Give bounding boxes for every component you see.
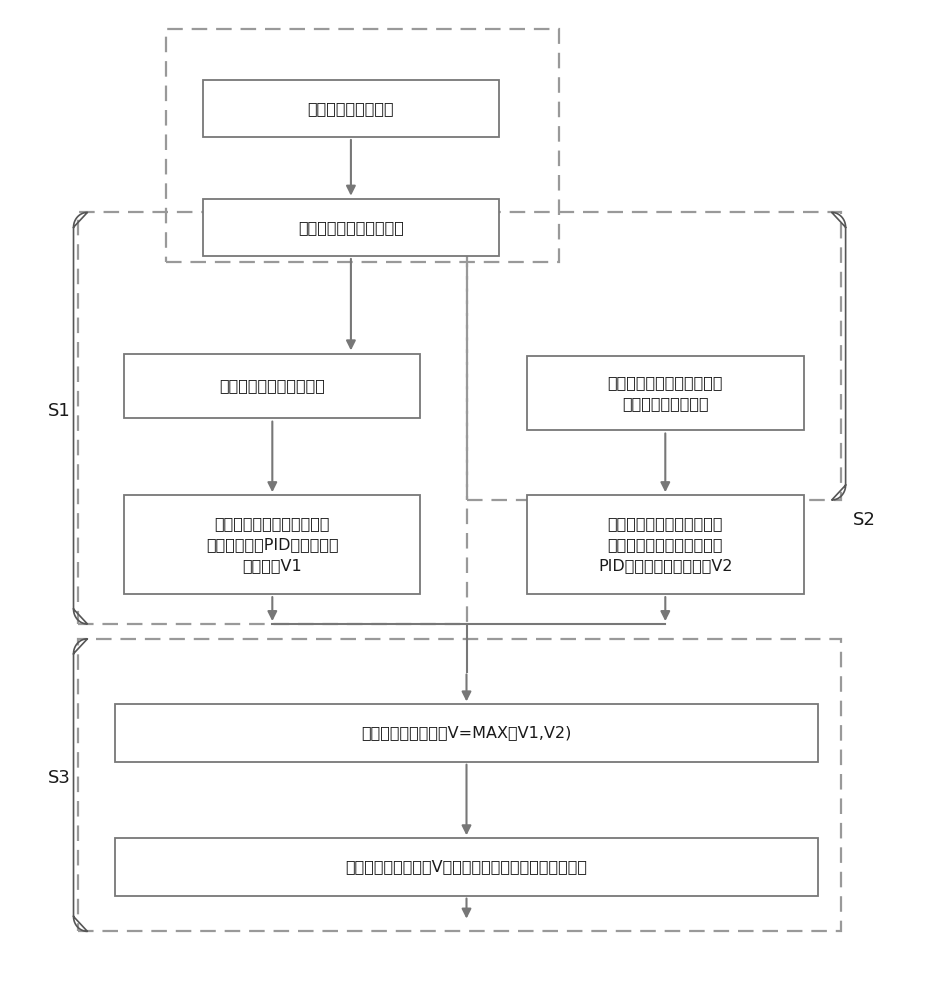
Bar bbox=[115, 704, 818, 762]
Bar bbox=[203, 80, 499, 137]
Bar bbox=[124, 495, 420, 594]
Text: 最终目标压缩机转速V进行缓升缓降后输出到电动压缩机: 最终目标压缩机转速V进行缓升缓降后输出到电动压缩机 bbox=[345, 859, 588, 874]
Bar bbox=[78, 212, 466, 624]
Text: 查表得出目标蒸发器温度: 查表得出目标蒸发器温度 bbox=[298, 220, 404, 235]
Text: 根据蒸发器温度与目标蒸发
器温度的差值PID输出目标压
缩机转速V1: 根据蒸发器温度与目标蒸发 器温度的差值PID输出目标压 缩机转速V1 bbox=[206, 516, 339, 573]
Text: 查表得出目标蒸发器温度: 查表得出目标蒸发器温度 bbox=[219, 378, 326, 393]
Bar bbox=[166, 29, 559, 262]
Text: S3: S3 bbox=[49, 769, 71, 787]
Bar bbox=[115, 838, 818, 896]
Bar bbox=[124, 354, 420, 418]
Bar bbox=[466, 212, 841, 500]
Text: 根据电池包实际进水温度与
电池包目标进水温度的差值
PID输出目标压缩机转速V2: 根据电池包实际进水温度与 电池包目标进水温度的差值 PID输出目标压缩机转速V2 bbox=[598, 516, 732, 573]
Text: S2: S2 bbox=[853, 511, 875, 529]
Text: 获取电池包实际进水温度与
电池包目标进水温度: 获取电池包实际进水温度与 电池包目标进水温度 bbox=[607, 375, 723, 411]
Bar bbox=[78, 639, 841, 931]
Text: 计算乘员舱制冷需求: 计算乘员舱制冷需求 bbox=[308, 101, 395, 116]
Text: 最终目标压缩机转速V=MAX（V1,V2): 最终目标压缩机转速V=MAX（V1,V2) bbox=[361, 726, 572, 741]
Bar bbox=[526, 356, 804, 430]
Text: S1: S1 bbox=[49, 402, 71, 420]
Bar bbox=[526, 495, 804, 594]
Bar bbox=[203, 199, 499, 256]
